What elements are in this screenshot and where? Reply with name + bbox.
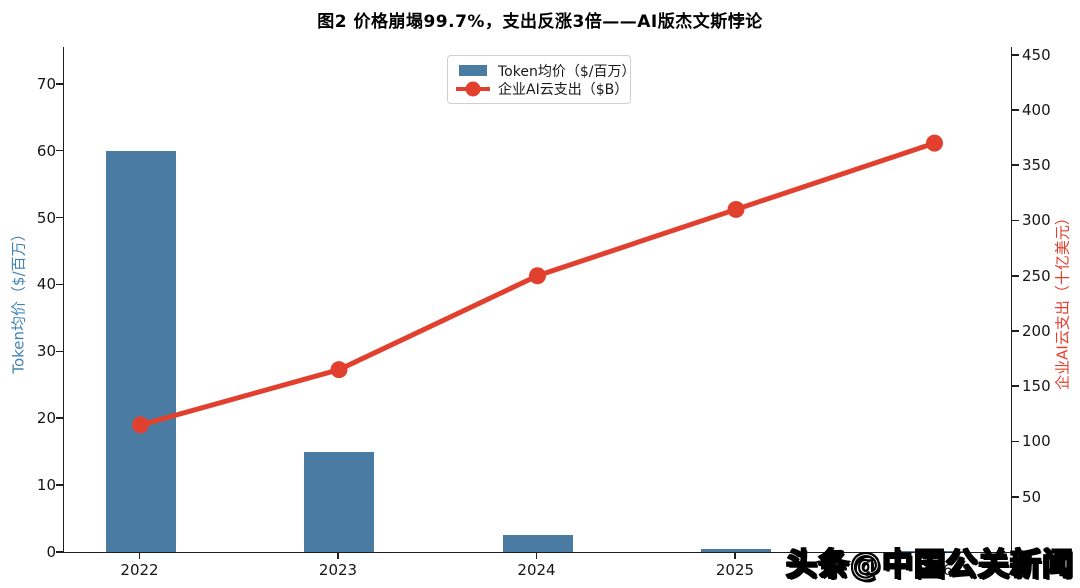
left-tick-label: 30 — [36, 342, 56, 361]
right-tick-mark — [1011, 219, 1019, 222]
x-tick-mark — [337, 552, 339, 559]
x-tick-label: 2023 — [318, 561, 358, 579]
spend-point-2023 — [330, 361, 348, 379]
left-tick-label: 40 — [36, 275, 56, 294]
watermark: 头条@中国公关新闻 — [785, 546, 1074, 584]
spend-point-2024 — [529, 267, 546, 285]
right-tick-label: 350 — [1022, 156, 1051, 175]
left-tick-mark — [56, 82, 63, 85]
right-tick-label: 100 — [1022, 432, 1051, 451]
x-tick-mark — [932, 552, 935, 559]
left-tick-label: 70 — [36, 74, 56, 93]
spend-point-2022 — [132, 416, 150, 434]
right-tick-mark — [1011, 495, 1019, 498]
legend: Token均价（$/百万） 企业AI云支出（$B） — [447, 55, 635, 104]
bar-2024 — [502, 535, 573, 552]
left-tick-mark — [56, 350, 63, 353]
right-tick-mark — [1011, 53, 1019, 56]
legend-bar-marker — [456, 65, 490, 76]
bar-2022 — [105, 150, 176, 552]
right-tick-label: 450 — [1022, 45, 1051, 64]
x-tick-mark — [138, 552, 141, 559]
legend-label-cloud-spend: 企业AI云支出（$B） — [498, 81, 629, 98]
right-tick-mark — [1011, 164, 1019, 167]
bar-2025 — [700, 548, 771, 552]
left-tick-label: 10 — [36, 476, 56, 495]
right-tick-label: 400 — [1022, 100, 1051, 119]
left-tick-label: 20 — [36, 409, 56, 428]
left-tick-label: 0 — [46, 543, 56, 561]
line-dot-icon — [465, 81, 481, 96]
right-tick-label: 150 — [1022, 377, 1051, 396]
line-series — [132, 134, 943, 434]
x-tick-label: 2025 — [715, 561, 755, 579]
legend-line-marker — [456, 81, 490, 96]
left-tick-mark — [56, 484, 63, 486]
x-tick-label: 2022 — [120, 561, 159, 579]
left-tick-label: 50 — [36, 208, 56, 227]
left-tick-mark — [56, 417, 63, 420]
bar-swatch-icon — [459, 65, 487, 76]
plot-area — [63, 47, 1012, 553]
right-tick-label: 250 — [1022, 266, 1051, 285]
legend-entry-token-price: Token均价（$/百万） — [456, 62, 635, 80]
right-tick-mark — [1011, 440, 1019, 443]
left-tick-mark — [56, 149, 63, 152]
left-tick-mark — [56, 216, 63, 219]
legend-label-token-price: Token均价（$/百万） — [498, 63, 636, 80]
bar-2026 — [899, 550, 970, 552]
left-tick-mark — [56, 283, 63, 286]
line-swatch-icon — [456, 81, 490, 96]
bar-2023 — [304, 451, 374, 552]
right-tick-label: 200 — [1022, 321, 1051, 340]
x-tick-label: 2026 — [914, 561, 953, 579]
x-tick-label: 2024 — [517, 561, 556, 579]
right-axis-title: 企业AI云支出（十亿美元） — [1053, 210, 1072, 390]
legend-entry-cloud-spend: 企业AI云支出（$B） — [456, 80, 628, 98]
right-tick-mark — [1011, 330, 1019, 332]
x-tick-mark — [535, 552, 538, 559]
right-tick-label: 50 — [1022, 487, 1042, 506]
right-tick-mark — [1011, 109, 1019, 111]
left-tick-label: 60 — [36, 141, 56, 160]
right-tick-mark — [1011, 385, 1019, 388]
right-tick-mark — [1011, 274, 1019, 277]
right-tick-label: 300 — [1022, 211, 1051, 230]
spend-point-2026 — [925, 134, 943, 152]
spend-point-2025 — [727, 200, 745, 218]
left-tick-mark — [56, 551, 63, 553]
x-tick-mark — [734, 552, 736, 559]
chart-title: 图2 价格崩塌99.7%，支出反涨3倍——AI版杰文斯悖论 — [317, 12, 763, 32]
